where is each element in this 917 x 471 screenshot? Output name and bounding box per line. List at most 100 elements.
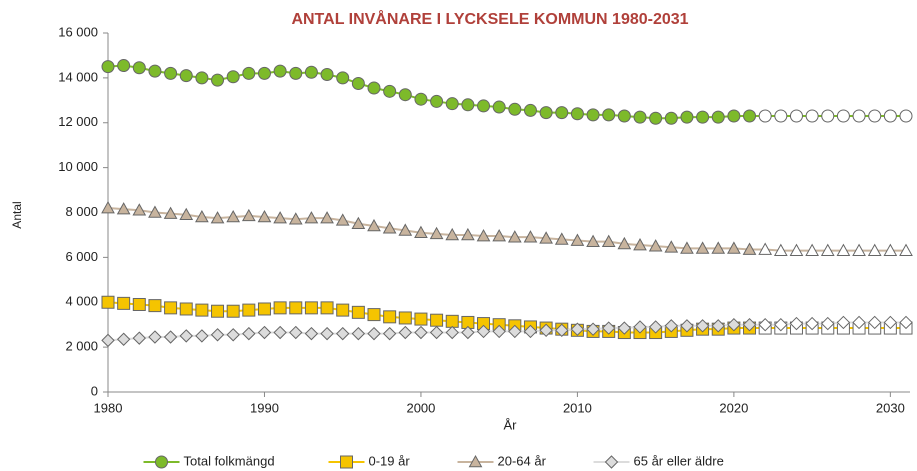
data-point (539, 323, 553, 338)
data-point (883, 243, 898, 256)
data-point (695, 241, 710, 254)
data-point (805, 109, 819, 123)
data-point (179, 329, 193, 343)
data-point (383, 84, 397, 98)
data-point (195, 209, 209, 223)
data-point (508, 102, 522, 116)
series-line (107, 207, 906, 252)
data-point (367, 308, 381, 322)
data-point (383, 310, 397, 324)
y-axis-label: Antal (10, 201, 24, 228)
data-point (335, 326, 350, 341)
data-point (695, 319, 710, 333)
data-point (789, 243, 804, 256)
data-point (226, 328, 240, 342)
data-point (398, 223, 413, 236)
data-point (711, 241, 726, 254)
y-tick-label: 6 000 (65, 249, 98, 264)
data-point (742, 317, 757, 332)
data-point (899, 109, 913, 123)
x-axis-label: År (504, 417, 518, 432)
data-point (304, 301, 318, 315)
data-point (101, 200, 115, 214)
data-point (414, 225, 428, 238)
data-point (836, 109, 850, 123)
data-point (211, 73, 225, 87)
data-point (633, 320, 647, 334)
data-point (289, 66, 303, 80)
data-point (195, 303, 209, 317)
data-point (648, 239, 663, 252)
data-point (226, 209, 241, 223)
data-point (664, 240, 679, 253)
data-point (101, 333, 115, 348)
data-point (164, 301, 178, 315)
data-point (867, 315, 882, 330)
data-point (602, 108, 616, 122)
data-point (273, 301, 287, 315)
data-point (132, 61, 146, 75)
data-point (539, 106, 553, 120)
data-point (727, 241, 741, 254)
data-point (774, 109, 788, 123)
data-point (382, 326, 397, 341)
data-point (116, 202, 131, 215)
data-point (523, 324, 538, 339)
data-point (289, 301, 303, 315)
legend-label: 20-64 år (498, 453, 547, 468)
data-point (570, 107, 584, 121)
chart-title: ANTAL INVÅNARE I LYCKSELE KOMMUN 1980-20… (291, 9, 688, 28)
data-point (852, 109, 866, 123)
data-point (320, 326, 334, 341)
data-point (601, 234, 616, 247)
data-point (273, 211, 287, 224)
data-point (320, 211, 334, 224)
data-point (680, 319, 694, 333)
data-point (242, 66, 256, 80)
data-point (289, 325, 303, 340)
data-point (445, 227, 460, 241)
data-point (398, 88, 412, 102)
legend-marker (468, 454, 483, 468)
series-line (107, 64, 906, 120)
data-point (508, 324, 522, 339)
data-point (242, 303, 256, 317)
data-point (586, 322, 600, 336)
data-point (132, 297, 146, 311)
data-point (617, 321, 632, 335)
data-point (288, 212, 303, 225)
data-point (351, 216, 366, 230)
legend-marker (340, 455, 353, 469)
data-point (116, 332, 131, 346)
series-line (107, 301, 906, 334)
y-tick-label: 14 000 (58, 69, 98, 84)
data-point (867, 243, 882, 256)
data-point (789, 316, 804, 331)
data-point (648, 320, 663, 334)
data-point (351, 326, 366, 341)
x-tick-label: 2030 (876, 400, 905, 415)
data-point (257, 302, 271, 316)
data-point (429, 226, 444, 240)
y-tick-label: 2 000 (65, 339, 98, 354)
data-point (163, 330, 178, 344)
data-point (398, 311, 412, 325)
data-point (586, 234, 600, 247)
data-point (899, 315, 913, 330)
data-point (320, 301, 334, 315)
data-point (820, 243, 835, 256)
data-point (523, 103, 537, 117)
data-point (821, 109, 835, 123)
y-tick-label: 16 000 (58, 24, 98, 39)
data-point (492, 100, 506, 114)
data-point (132, 331, 147, 345)
data-point (414, 325, 428, 340)
data-point (649, 111, 663, 125)
data-point (257, 66, 271, 80)
data-point (711, 110, 725, 124)
legend-label: 0-19 år (369, 453, 411, 468)
data-point (601, 321, 616, 335)
data-point (179, 207, 194, 221)
data-point (101, 60, 115, 74)
data-point (304, 211, 319, 224)
